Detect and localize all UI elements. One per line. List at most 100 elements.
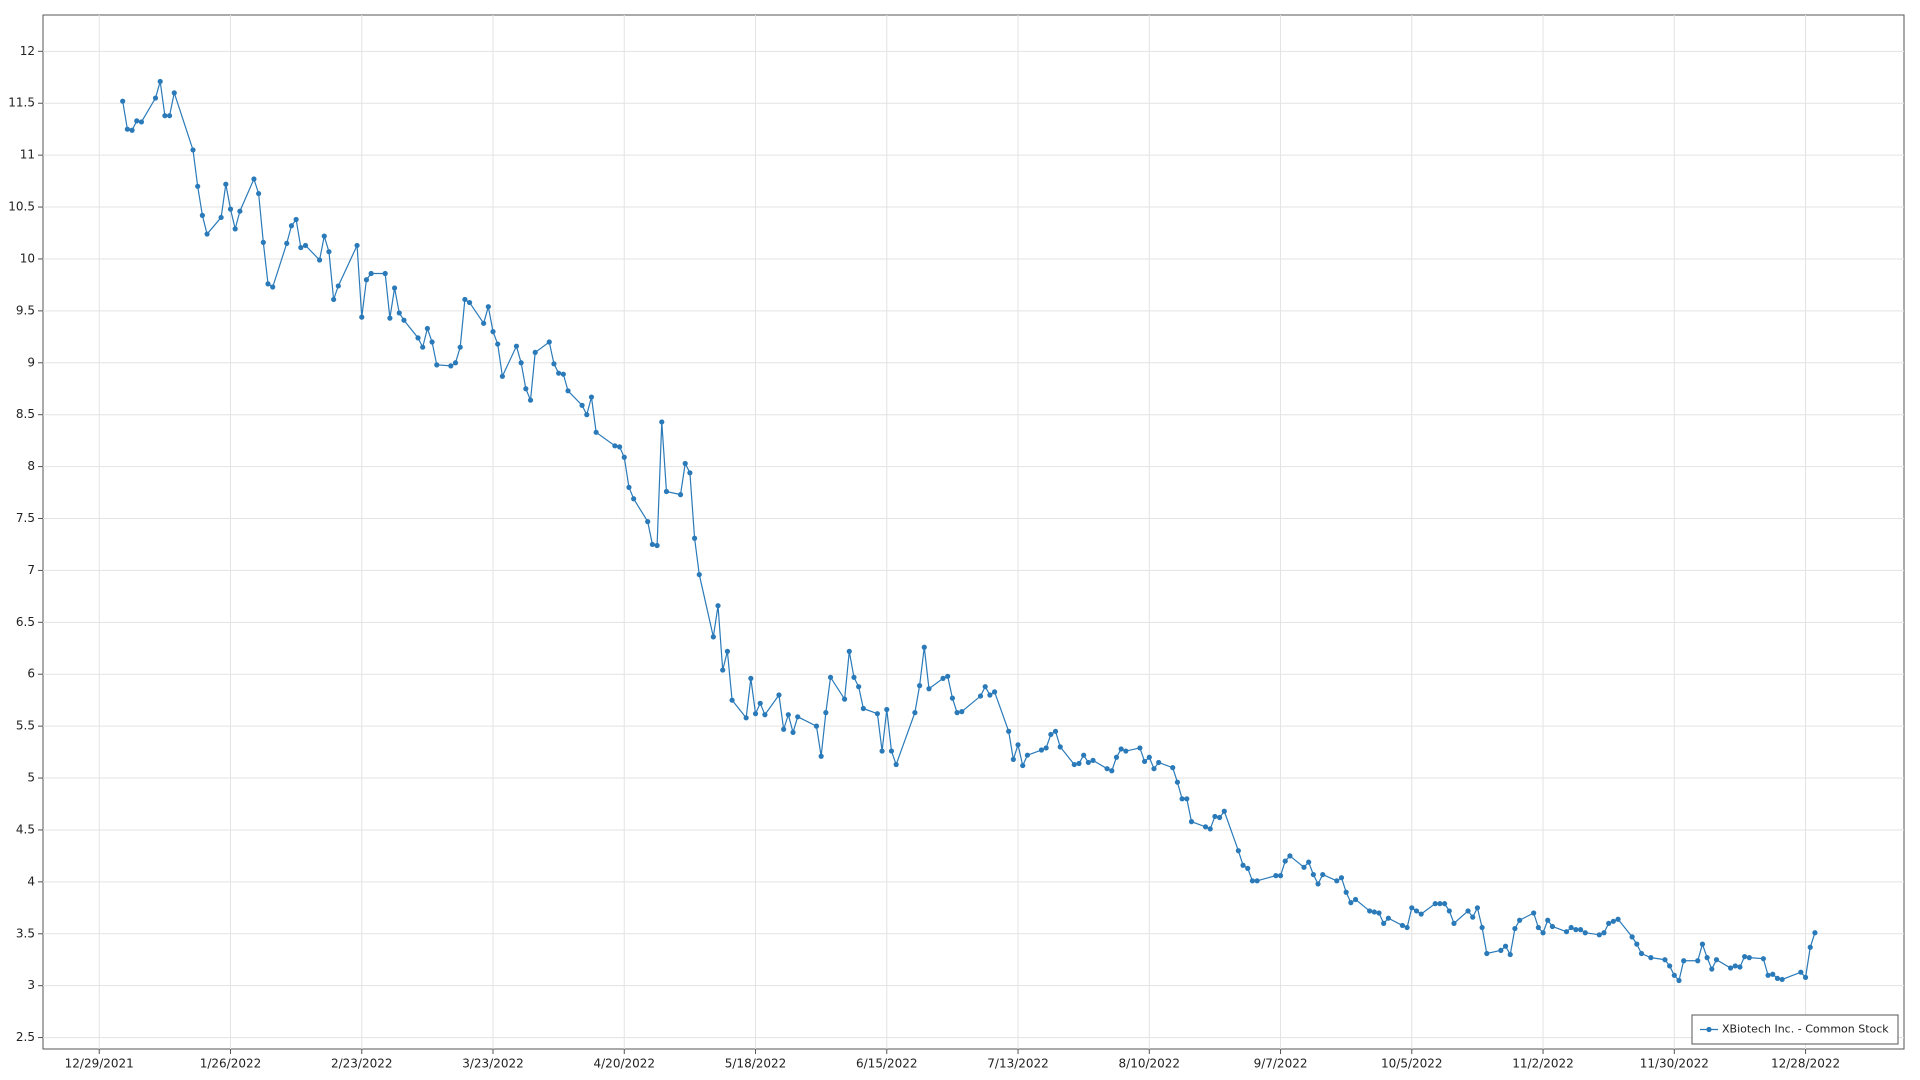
data-point: [1207, 826, 1213, 832]
data-point: [841, 696, 848, 702]
data-point: [940, 675, 946, 681]
data-point: [1310, 871, 1316, 878]
data-point: [1512, 925, 1518, 932]
data-point: [991, 689, 998, 695]
data-point: [452, 360, 459, 366]
data-point: [481, 320, 487, 326]
data-point: [396, 310, 402, 316]
data-point: [1071, 761, 1077, 768]
data-point: [204, 231, 210, 237]
x-tick-label: 11/30/2022: [1640, 1057, 1709, 1071]
data-point: [1245, 865, 1251, 871]
data-point: [1024, 752, 1031, 758]
y-tick-label: 7: [27, 563, 35, 577]
data-point: [546, 339, 552, 345]
data-point: [762, 712, 768, 718]
data-point: [495, 341, 501, 347]
data-point: [1606, 920, 1612, 926]
data-point: [227, 206, 234, 212]
data-point: [420, 344, 426, 350]
data-point: [138, 119, 145, 125]
data-point: [1170, 765, 1176, 771]
data-point: [129, 127, 135, 133]
data-point: [1413, 908, 1420, 914]
data-point: [1381, 920, 1387, 926]
data-point: [1282, 858, 1288, 864]
data-point: [616, 444, 623, 450]
data-point: [1442, 901, 1448, 907]
data-point: [982, 684, 988, 690]
data-point: [298, 244, 304, 251]
y-tick-label: 6: [27, 667, 35, 681]
data-point: [556, 370, 562, 376]
legend-box: [1691, 1014, 1899, 1045]
data-point: [1123, 748, 1129, 754]
data-point: [1385, 915, 1391, 921]
data-point: [1681, 958, 1687, 964]
data-point: [1315, 881, 1321, 887]
data-point: [560, 371, 566, 377]
data-point: [1249, 878, 1256, 884]
data-point: [1634, 941, 1640, 947]
data-point: [152, 95, 159, 101]
x-tick-label: 6/15/2022: [856, 1057, 918, 1071]
data-point: [1235, 848, 1241, 854]
data-point: [401, 317, 407, 323]
y-tick-label: 8.5: [16, 407, 35, 421]
data-point: [162, 113, 168, 119]
data-point: [124, 126, 130, 132]
data-point: [527, 397, 534, 403]
data-point: [1535, 924, 1541, 931]
data-point: [1052, 728, 1059, 734]
data-point: [1076, 760, 1082, 767]
data-point: [860, 705, 866, 712]
data-point: [1188, 819, 1195, 825]
data-point: [1137, 745, 1143, 751]
data-point: [1085, 759, 1091, 766]
data-point: [190, 147, 196, 153]
data-point: [1348, 900, 1354, 906]
data-point: [1334, 878, 1340, 884]
data-point: [851, 674, 857, 680]
data-point: [874, 711, 881, 717]
data-point: [363, 277, 370, 283]
data-point: [1277, 873, 1284, 879]
data-point: [1545, 917, 1551, 923]
data-point: [1217, 814, 1223, 821]
data-point: [1451, 920, 1457, 926]
data-point: [1432, 901, 1438, 907]
data-point: [532, 349, 538, 355]
data-point: [748, 675, 754, 681]
data-point: [813, 723, 820, 729]
data-point: [1596, 932, 1602, 938]
data-point: [1015, 742, 1021, 748]
data-point: [429, 339, 435, 345]
data-point: [523, 386, 529, 392]
data-point: [1709, 966, 1715, 972]
data-point: [1212, 813, 1218, 820]
data-point: [1376, 910, 1382, 916]
grid: [43, 15, 1904, 1049]
data-point: [1109, 768, 1115, 774]
data-point: [331, 296, 337, 303]
data-point: [1404, 924, 1410, 931]
data-point: [579, 402, 585, 408]
data-point: [729, 697, 735, 703]
data-point: [1737, 964, 1743, 970]
data-point: [1287, 853, 1293, 859]
data-point: [1779, 976, 1785, 983]
y-tick-label: 2.5: [16, 1030, 35, 1044]
y-tick-label: 7.5: [16, 511, 35, 525]
data-point: [710, 634, 716, 640]
x-tick-label: 12/28/2022: [1771, 1057, 1840, 1071]
data-point: [134, 118, 140, 124]
data-point: [424, 325, 430, 332]
data-point: [1601, 930, 1607, 936]
data-point: [696, 571, 702, 578]
data-point: [1484, 950, 1490, 957]
y-tick-label: 12: [20, 44, 35, 58]
data-point: [1306, 859, 1312, 865]
data-point: [499, 373, 505, 379]
data-point: [1010, 756, 1016, 762]
